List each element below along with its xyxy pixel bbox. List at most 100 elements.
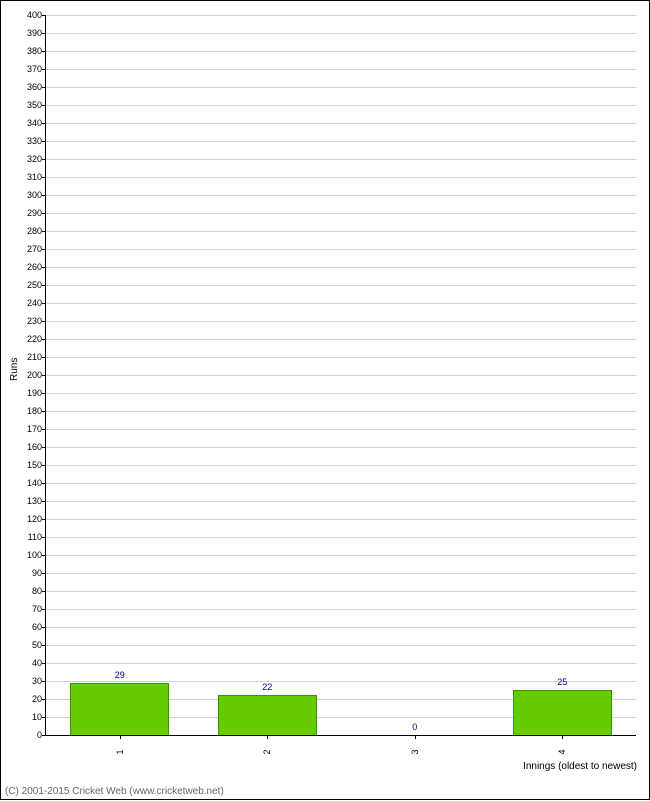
ytick-mark [42,663,46,664]
gridline [46,177,636,178]
ytick-label: 110 [28,532,42,542]
ytick-label: 370 [27,64,42,74]
gridline [46,483,636,484]
gridline [46,573,636,574]
gridline [46,591,636,592]
ytick-label: 180 [27,406,42,416]
xtick-label: 1 [115,749,125,754]
gridline [46,15,636,16]
ytick-mark [42,159,46,160]
gridline [46,105,636,106]
ytick-mark [42,105,46,106]
ytick-mark [42,573,46,574]
ytick-label: 400 [27,10,42,20]
ytick-mark [42,123,46,124]
ytick-mark [42,681,46,682]
plot-area: 0102030405060708090100110120130140150160… [45,15,636,736]
ytick-mark [42,141,46,142]
ytick-label: 150 [27,460,42,470]
ytick-label: 200 [27,370,42,380]
ytick-label: 90 [32,568,42,578]
gridline [46,249,636,250]
gridline [46,321,636,322]
ytick-mark [42,699,46,700]
xtick-label: 4 [557,749,567,754]
ytick-mark [42,555,46,556]
gridline [46,411,636,412]
ytick-mark [42,195,46,196]
gridline [46,501,636,502]
ytick-label: 140 [27,478,42,488]
ytick-mark [42,303,46,304]
ytick-label: 40 [32,658,42,668]
gridline [46,69,636,70]
gridline [46,465,636,466]
ytick-label: 210 [27,352,42,362]
ytick-label: 340 [27,118,42,128]
gridline [46,159,636,160]
gridline [46,33,636,34]
bar-value-label: 22 [262,682,272,692]
ytick-mark [42,51,46,52]
bar [218,695,317,735]
gridline [46,357,636,358]
ytick-mark [42,519,46,520]
gridline [46,195,636,196]
gridline [46,663,636,664]
ytick-label: 280 [27,226,42,236]
ytick-mark [42,285,46,286]
gridline [46,87,636,88]
gridline [46,213,636,214]
bar-value-label: 25 [557,677,567,687]
ytick-mark [42,393,46,394]
ytick-mark [42,69,46,70]
ytick-label: 120 [27,514,42,524]
ytick-label: 0 [37,730,42,740]
chart-frame: Runs 01020304050607080901001101201301401… [0,0,650,800]
ytick-label: 330 [27,136,42,146]
ytick-mark [42,267,46,268]
xtick-label: 2 [262,749,272,754]
ytick-mark [42,33,46,34]
gridline [46,303,636,304]
gridline [46,429,636,430]
gridline [46,285,636,286]
ytick-mark [42,609,46,610]
copyright-text: (C) 2001-2015 Cricket Web (www.cricketwe… [5,786,224,797]
ytick-label: 220 [27,334,42,344]
ytick-mark [42,591,46,592]
gridline [46,519,636,520]
ytick-mark [42,357,46,358]
ytick-label: 350 [27,100,42,110]
ytick-label: 290 [27,208,42,218]
ytick-mark [42,15,46,16]
ytick-mark [42,717,46,718]
gridline [46,447,636,448]
gridline [46,339,636,340]
ytick-mark [42,465,46,466]
ytick-mark [42,411,46,412]
ytick-label: 260 [27,262,42,272]
ytick-label: 50 [32,640,42,650]
xtick-mark [562,735,563,739]
bar-value-label: 0 [412,722,417,732]
ytick-label: 70 [32,604,42,614]
ytick-label: 360 [27,82,42,92]
ytick-mark [42,447,46,448]
bar [70,683,169,735]
ytick-mark [42,735,46,736]
ytick-mark [42,627,46,628]
ytick-label: 390 [27,28,42,38]
ytick-mark [42,375,46,376]
gridline [46,123,636,124]
ytick-label: 320 [27,154,42,164]
gridline [46,627,636,628]
bar-value-label: 29 [115,670,125,680]
gridline [46,555,636,556]
gridline [46,267,636,268]
ytick-label: 130 [27,496,42,506]
ytick-mark [42,483,46,484]
ytick-mark [42,645,46,646]
ytick-mark [42,87,46,88]
bar [513,690,612,735]
